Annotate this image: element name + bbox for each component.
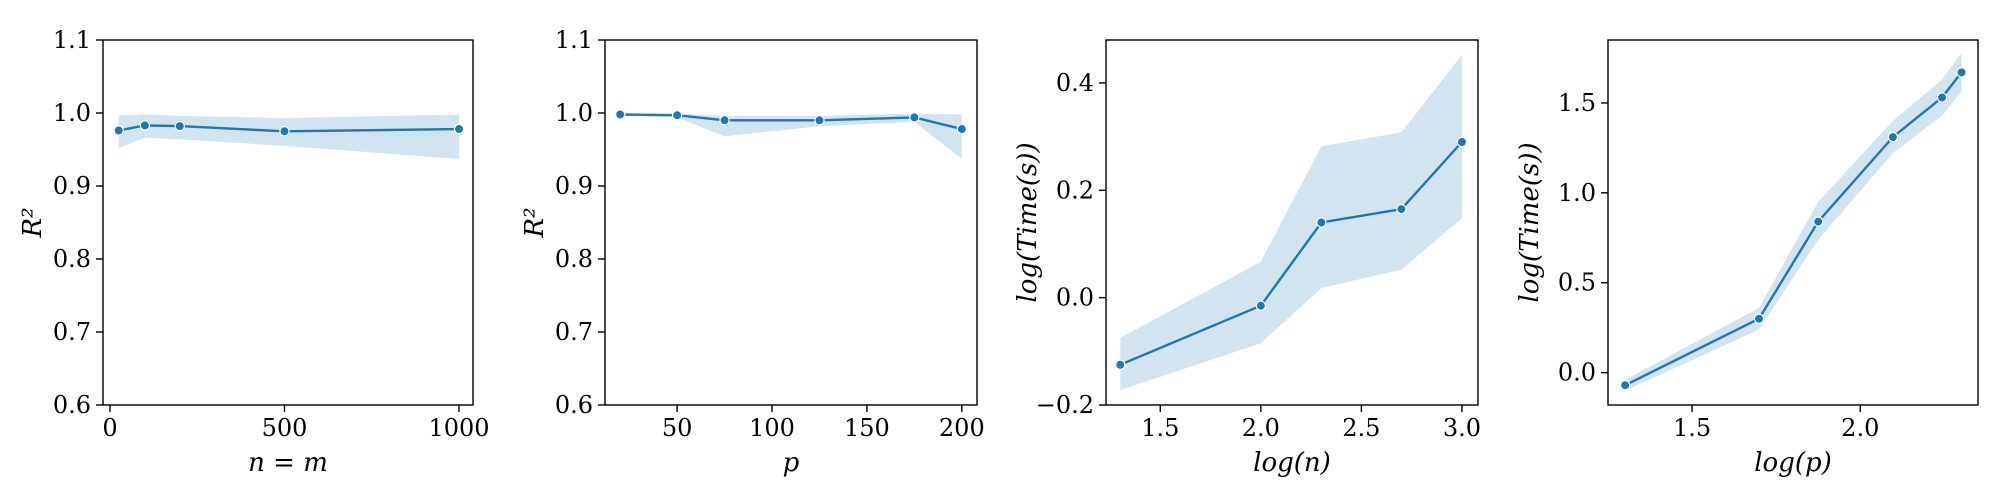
y-tick-label: 0.8: [555, 245, 593, 273]
x-tick-label: 1.5: [1141, 414, 1179, 442]
data-point: [1115, 359, 1126, 370]
data-point: [956, 123, 968, 135]
data-point: [671, 109, 683, 121]
x-axis-label: log(p): [1754, 448, 1832, 478]
plot-frame: [1105, 39, 1479, 406]
plot-frame: [102, 39, 474, 406]
chart-panel-3: 1.5 2.0 2.5 3.0 −0.2 0.0 0.2 0.4 log(n) log(Time(…: [1013, 39, 1481, 478]
x-tick-label: 2.0: [1242, 414, 1280, 442]
data-point: [719, 115, 730, 126]
y-tick-label: −0.2: [1036, 391, 1094, 419]
x-tick-label: 2.5: [1342, 414, 1380, 442]
data-point: [1936, 92, 1948, 103]
data-point: [1813, 216, 1824, 227]
data-point: [1255, 300, 1267, 311]
data-point: [814, 115, 825, 126]
x-tick-label: 2.0: [1841, 414, 1879, 442]
confidence-band: [1625, 52, 1962, 391]
data-point: [1887, 131, 1899, 143]
x-axis-label: n = m: [248, 448, 328, 478]
data-point: [614, 109, 626, 120]
x-tick-label: 500: [262, 414, 308, 442]
x-tick-label: 1.5: [1673, 414, 1711, 442]
plot-frame: [1607, 39, 1979, 406]
x-tick-label: 200: [939, 414, 985, 442]
x-tick-label: 150: [844, 414, 890, 442]
x-tick-label: 0: [102, 414, 117, 442]
data-point: [909, 112, 920, 123]
y-tick-label: 0.6: [555, 391, 593, 419]
plot-frame: [604, 39, 978, 406]
x-tick-label: 1000: [428, 414, 489, 442]
x-tick-label: 3.0: [1443, 414, 1481, 442]
y-tick-label: 0.7: [555, 318, 593, 346]
y-axis-label: log(Time(s)): [1013, 142, 1043, 302]
y-tick-label: 0.0: [1056, 284, 1094, 312]
confidence-band: [118, 114, 459, 159]
y-tick-label: 1.1: [555, 26, 593, 54]
chart-panel-2: 50 100 150 200 0.6 0.7 0.8 0.9 1.0 1.1 p R²: [520, 26, 985, 478]
y-tick-label: 0.6: [53, 391, 91, 419]
data-point: [1619, 380, 1631, 391]
y-tick-label: 1.5: [1558, 89, 1596, 117]
x-tick-label: 50: [662, 414, 693, 442]
chart-panel-4: 1.5 2.0 0.0 0.5 1.0 1.5 log(p) log(Time(s)): [1515, 39, 1979, 478]
x-axis-label: log(n): [1253, 448, 1331, 478]
confidence-band: [620, 113, 962, 159]
y-tick-label: 0.2: [1056, 176, 1094, 204]
chart-panel-1: 0 500 1000 0.6 0.7 0.8 0.9 1.0 1.1 n = m R²: [18, 26, 490, 478]
x-tick-label: 100: [749, 414, 795, 442]
y-axis-label: log(Time(s)): [1515, 142, 1545, 302]
series-line: [620, 113, 963, 131]
data-point: [1396, 203, 1407, 215]
y-tick-label: 1.0: [555, 99, 593, 127]
data-point: [1316, 217, 1327, 228]
data-point: [453, 123, 465, 135]
data-point: [279, 126, 290, 137]
y-tick-label: 1.0: [53, 99, 91, 127]
y-tick-label: 1.1: [53, 26, 91, 54]
y-axis-label: R²: [520, 208, 550, 239]
y-tick-label: 0.9: [555, 172, 593, 200]
y-tick-label: 0.7: [53, 318, 91, 346]
x-axis-label: p: [783, 448, 800, 478]
y-tick-label: 0.5: [1558, 269, 1596, 297]
data-point: [1456, 136, 1468, 148]
data-point: [1956, 67, 1967, 78]
y-tick-label: 1.0: [1558, 179, 1596, 207]
y-tick-label: 0.8: [53, 245, 91, 273]
y-tick-label: 0.0: [1558, 359, 1596, 387]
series-line: [1624, 71, 1963, 387]
data-point: [174, 120, 185, 132]
y-axis-label: R²: [18, 208, 48, 239]
y-tick-label: 0.4: [1056, 69, 1094, 97]
data-point: [113, 125, 124, 136]
confidence-band: [1120, 55, 1462, 390]
data-point: [139, 120, 151, 131]
data-point: [1753, 313, 1765, 324]
y-tick-label: 0.9: [53, 172, 91, 200]
